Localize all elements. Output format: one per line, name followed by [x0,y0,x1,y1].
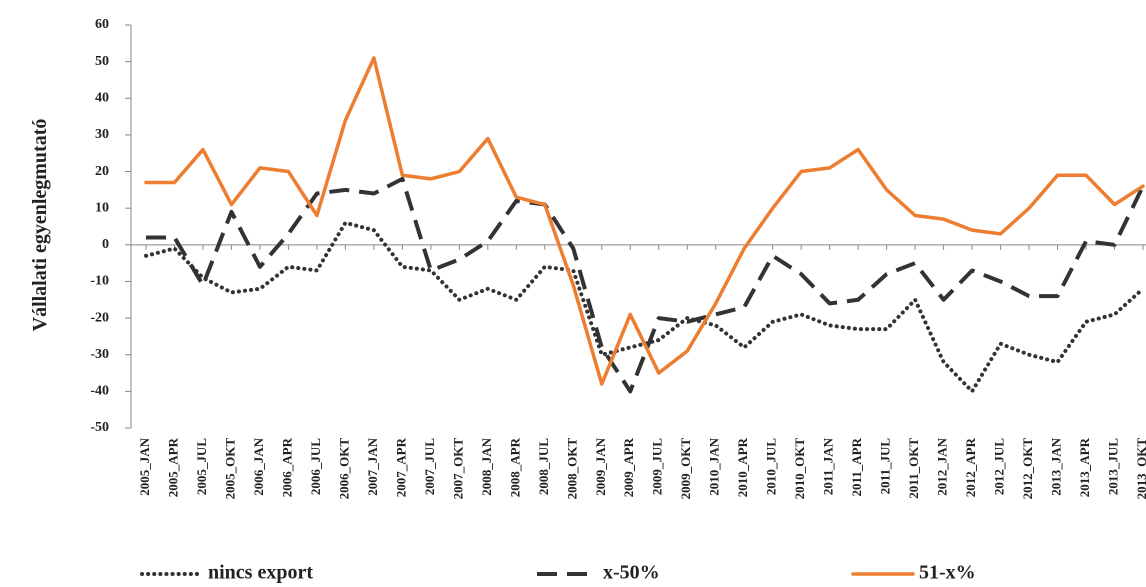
x-tick-label: 2006_APR [279,437,294,497]
x-tick-label: 2010_JAN [707,437,722,495]
x-tick-label: 2009_JAN [593,437,608,495]
x-tick-label: 2012_OKT [1020,438,1035,500]
y-tick-label: 30 [95,127,109,142]
x-tick-label: 2005_JAN [137,437,152,495]
series-line [144,220,1145,394]
y-tick-label: -40 [90,384,109,399]
x-tick-label: 2008_OKT [564,438,579,500]
y-tick-label: 10 [95,200,109,215]
x-tick-label: 2005_OKT [222,438,237,500]
x-tick-label: 2006_JUL [308,438,323,495]
x-tick-label: 2008_APR [507,437,522,497]
y-tick-label: 50 [95,54,109,69]
y-tick-label: -20 [90,310,109,325]
y-tick-label: 0 [102,237,109,252]
y-tick-label: 20 [95,164,109,179]
x-tick-label: 2005_APR [165,437,180,497]
x-tick-label: 2010_OKT [792,438,807,500]
legend-label: nincs export [208,562,313,584]
x-tick-label: 2012_APR [963,437,978,497]
y-tick-label: 60 [95,17,109,32]
x-tick-label: 2011_OKT [906,438,921,499]
x-tick-label: 2008_JUL [536,438,551,495]
x-tick-label: 2013_JAN [1049,437,1064,495]
y-axis-label: Vállalati egyenlegmutató [29,119,51,332]
y-tick-label: -30 [90,347,109,362]
x-tick-label: 2009_OKT [678,438,693,500]
legend-label: 51-x% [919,562,976,584]
x-tick-label: 2011_JUL [878,438,893,495]
x-tick-label: 2006_JAN [251,437,266,495]
x-tick-label: 2007_JAN [365,437,380,495]
x-tick-label: 2013_JUL [1105,438,1120,495]
x-tick-label: 2006_OKT [336,438,351,500]
x-tick-label: 2013_APR [1077,437,1092,497]
x-tick-label: 2007_OKT [450,438,465,500]
x-tick-label: 2011_APR [849,437,864,496]
series-line [144,56,1145,386]
x-tick-label: 2007_APR [393,437,408,497]
y-tick-label: -50 [90,420,109,435]
x-tick-label: 2010_APR [735,437,750,497]
x-tick-label: 2012_JUL [992,438,1007,495]
x-tick-label: 2013_OKT [1134,438,1146,500]
x-tick-label: 2012_JAN [935,437,950,495]
x-tick-label: 2010_JUL [764,438,779,495]
x-tick-label: 2005_JUL [194,438,209,495]
x-tick-label: 2009_APR [621,437,636,497]
legend-label: x-50% [603,562,660,584]
y-tick-label: -10 [90,274,109,289]
x-tick-label: 2011_JAN [821,437,836,495]
y-tick-label: 40 [95,90,109,105]
x-tick-label: 2009_JUL [650,438,665,495]
series-line [146,176,1145,394]
x-tick-label: 2008_JAN [479,437,494,495]
x-tick-label: 2007_JUL [422,438,437,495]
